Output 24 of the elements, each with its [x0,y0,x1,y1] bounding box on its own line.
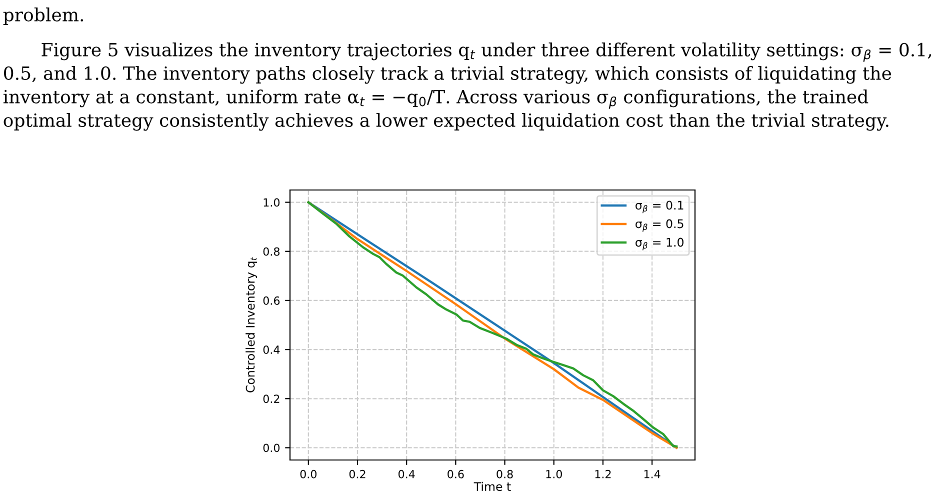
x-tick-label: 0.8 [496,470,513,478]
legend-label: σ$_{β}$ = 1.0 [636,238,684,250]
x-tick-label: 1.2 [595,470,611,478]
x-axis-title: Time t [474,482,511,492]
text: inventory at a constant, uniform rate α$_{t}$ = −q$_{0}$/T. Across various σ$_{β}$ configurations, the trained [3,90,868,109]
caption: Figure 5 visualizes the inventory trajectories q$_{t}$ under three different volatility settings: σ$_{β}$ = 0.1, [42,42,932,62]
x-tick-label: 1.0 [546,470,562,478]
text: problem. [3,8,84,25]
x-tick-label: 0.0 [300,470,317,478]
y-tick-label: 0.6 [263,296,280,305]
y-tick-label: 0.4 [263,346,280,354]
x-tick-label: 1.4 [644,470,660,478]
x-tick-label: 0.6 [448,470,464,478]
legend-label: σ$_{β}$ = 0.5 [636,219,684,232]
text: 0.5, and 1.0. The inventory paths closely track a trivial strategy, which consists of liquidating the [4,66,892,84]
x-tick-label: 0.2 [349,470,366,478]
text: optimal strategy consistently achieves a lower expected liquidation cost than the trivial strategy. [4,113,888,131]
legend-label: σ$_{β}$ = 0.1 [636,200,684,214]
y-tick-label: 1.0 [264,198,280,207]
y-axis-title: Controlled Inventory q$_{t}$ [246,257,258,392]
y-tick-label: 0.8 [263,247,280,256]
x-tick-label: 0.4 [398,470,415,478]
y-tick-label: 0.2 [263,394,280,404]
y-tick-label: 0.0 [263,444,280,452]
